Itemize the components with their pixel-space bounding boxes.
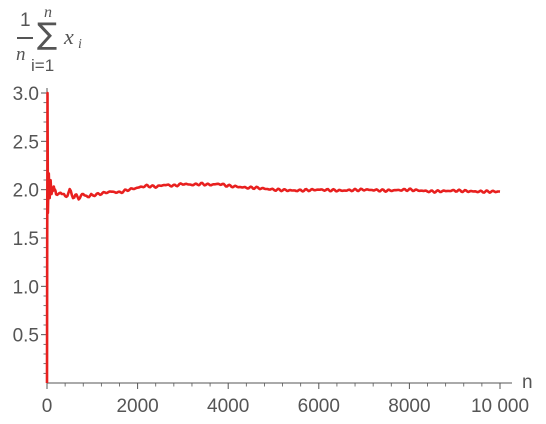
y-label-fraction-bar <box>17 37 33 39</box>
y-label-term-subscript: i <box>78 37 82 52</box>
y-tick-label: 0.5 <box>13 326 39 347</box>
series-layer <box>45 91 501 384</box>
x-tick-label: 2000 <box>116 396 158 417</box>
y-label-numerator: 1 <box>20 10 31 31</box>
y-tick-label: 1.5 <box>13 229 39 250</box>
x-tick-label: 0 <box>42 396 53 417</box>
y-axis-label: 1 n n ∑ x i i=1 <box>4 4 96 84</box>
y-label-sum-symbol: ∑ <box>37 17 58 52</box>
y-label-sum-upper: n <box>44 4 52 21</box>
y-label-denominator: n <box>16 44 26 65</box>
x-axis-ticks: 0 2000 4000 6000 8000 10 000 <box>42 383 529 417</box>
y-axis-ticks: 0.5 1.0 1.5 2.0 2.5 3.0 <box>13 84 47 374</box>
series-line <box>45 91 501 384</box>
x-tick-label: 10 000 <box>471 396 529 417</box>
axes <box>46 88 512 384</box>
x-axis-label: n <box>522 372 533 393</box>
x-tick-label: 6000 <box>298 396 340 417</box>
y-tick-label: 2.0 <box>13 181 39 202</box>
y-label-term: x <box>64 24 74 49</box>
y-label-sum-lower: i=1 <box>31 56 55 75</box>
x-tick-label: 8000 <box>388 396 430 417</box>
x-tick-label: 4000 <box>207 396 249 417</box>
y-tick-label: 3.0 <box>13 84 39 105</box>
y-tick-label: 2.5 <box>13 132 39 153</box>
y-tick-label: 1.0 <box>13 277 39 298</box>
